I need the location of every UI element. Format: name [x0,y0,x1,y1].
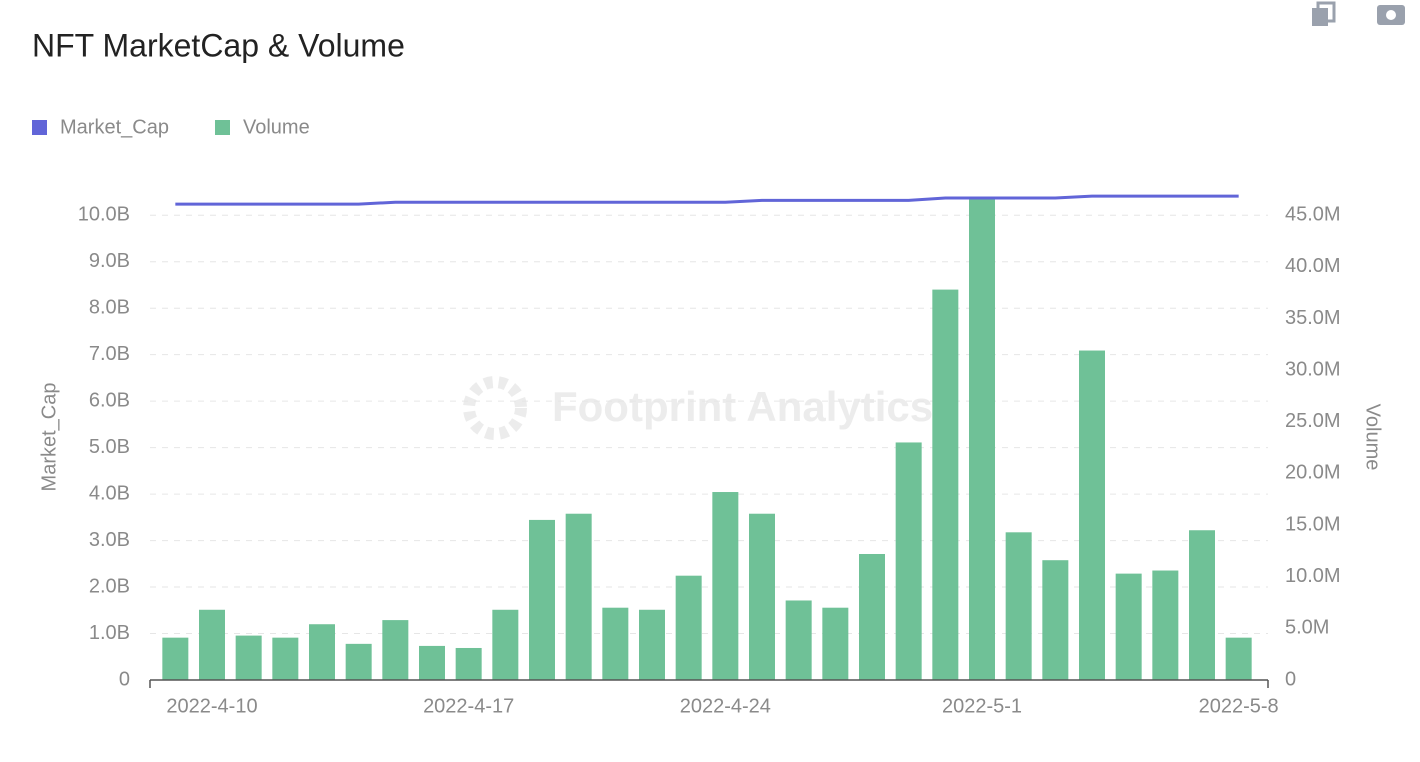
x-tick-label: 2022-5-1 [942,695,1022,717]
bar [345,643,372,680]
x-tick-label: 2022-4-17 [423,695,514,717]
bar [419,645,445,680]
y-tick-label: 2.0B [89,575,130,597]
y2-tick-label: 10.0M [1285,565,1341,587]
bar [565,513,592,680]
y2-tick-label: 5.0M [1285,617,1329,639]
bar [1225,637,1252,680]
y-tick-label: 6.0B [89,389,130,411]
bar [602,607,629,680]
bar [529,519,555,680]
copy-icon[interactable] [1312,8,1328,26]
bar [382,620,409,680]
y2-tick-label: 15.0M [1285,513,1341,535]
bar [272,637,299,680]
bar [712,492,739,680]
y2-tick-label: 45.0M [1285,204,1341,226]
x-tick-label: 2022-4-10 [166,695,257,717]
bar [969,197,995,680]
bar [639,609,665,680]
y-tick-label: 8.0B [89,296,130,318]
watermark-logo [463,376,527,440]
watermark-text: Footprint Analytics [552,383,933,430]
y2-tick-label: 35.0M [1285,307,1341,329]
legend-swatch [32,120,47,135]
bar [675,575,702,680]
bar [1042,560,1069,680]
y-tick-label: 0 [119,668,130,690]
y2-tick-label: 20.0M [1285,462,1341,484]
bar [822,607,849,680]
y2-tick-label: 0 [1285,668,1296,690]
x-tick-label: 2022-5-8 [1199,695,1279,717]
toolbar [1312,1,1405,26]
y-tick-label: 3.0B [89,529,130,551]
bar [235,635,262,680]
y2-tick-label: 30.0M [1285,358,1341,380]
y-tick-label: 10.0B [78,204,130,226]
y-axis-title: Market_Cap [38,383,60,492]
copy-icon-back [1316,1,1336,23]
y2-tick-label: 40.0M [1285,255,1341,277]
bar [1115,573,1142,680]
bar [162,637,189,680]
bar [749,513,775,680]
y-tick-label: 5.0B [89,436,130,458]
y2-tick-label: 25.0M [1285,410,1341,432]
bar [492,609,519,680]
y-tick-label: 4.0B [89,482,130,504]
bar [1005,532,1032,680]
legend-swatch [215,120,230,135]
line [175,194,1239,206]
chart-title: NFT MarketCap & Volume [32,27,405,63]
watermark: Footprint Analytics [463,376,933,440]
y-tick-label: 9.0B [89,250,130,272]
bar [309,624,335,680]
bar [932,289,959,680]
y-tick-label: 1.0B [89,622,130,644]
bar [455,647,482,680]
bar [895,442,922,680]
bar [1152,570,1179,680]
legend-label: Volume [243,116,310,138]
camera-lens [1386,10,1396,20]
bar [1189,530,1215,680]
x-tick-label: 2022-4-24 [680,695,771,717]
bar [785,600,812,680]
legend-label: Market_Cap [60,116,169,138]
bar [1079,350,1105,680]
y2-axis-title: Volume [1362,404,1384,471]
y-tick-label: 7.0B [89,343,130,365]
bar [859,553,885,680]
bar [199,609,225,680]
